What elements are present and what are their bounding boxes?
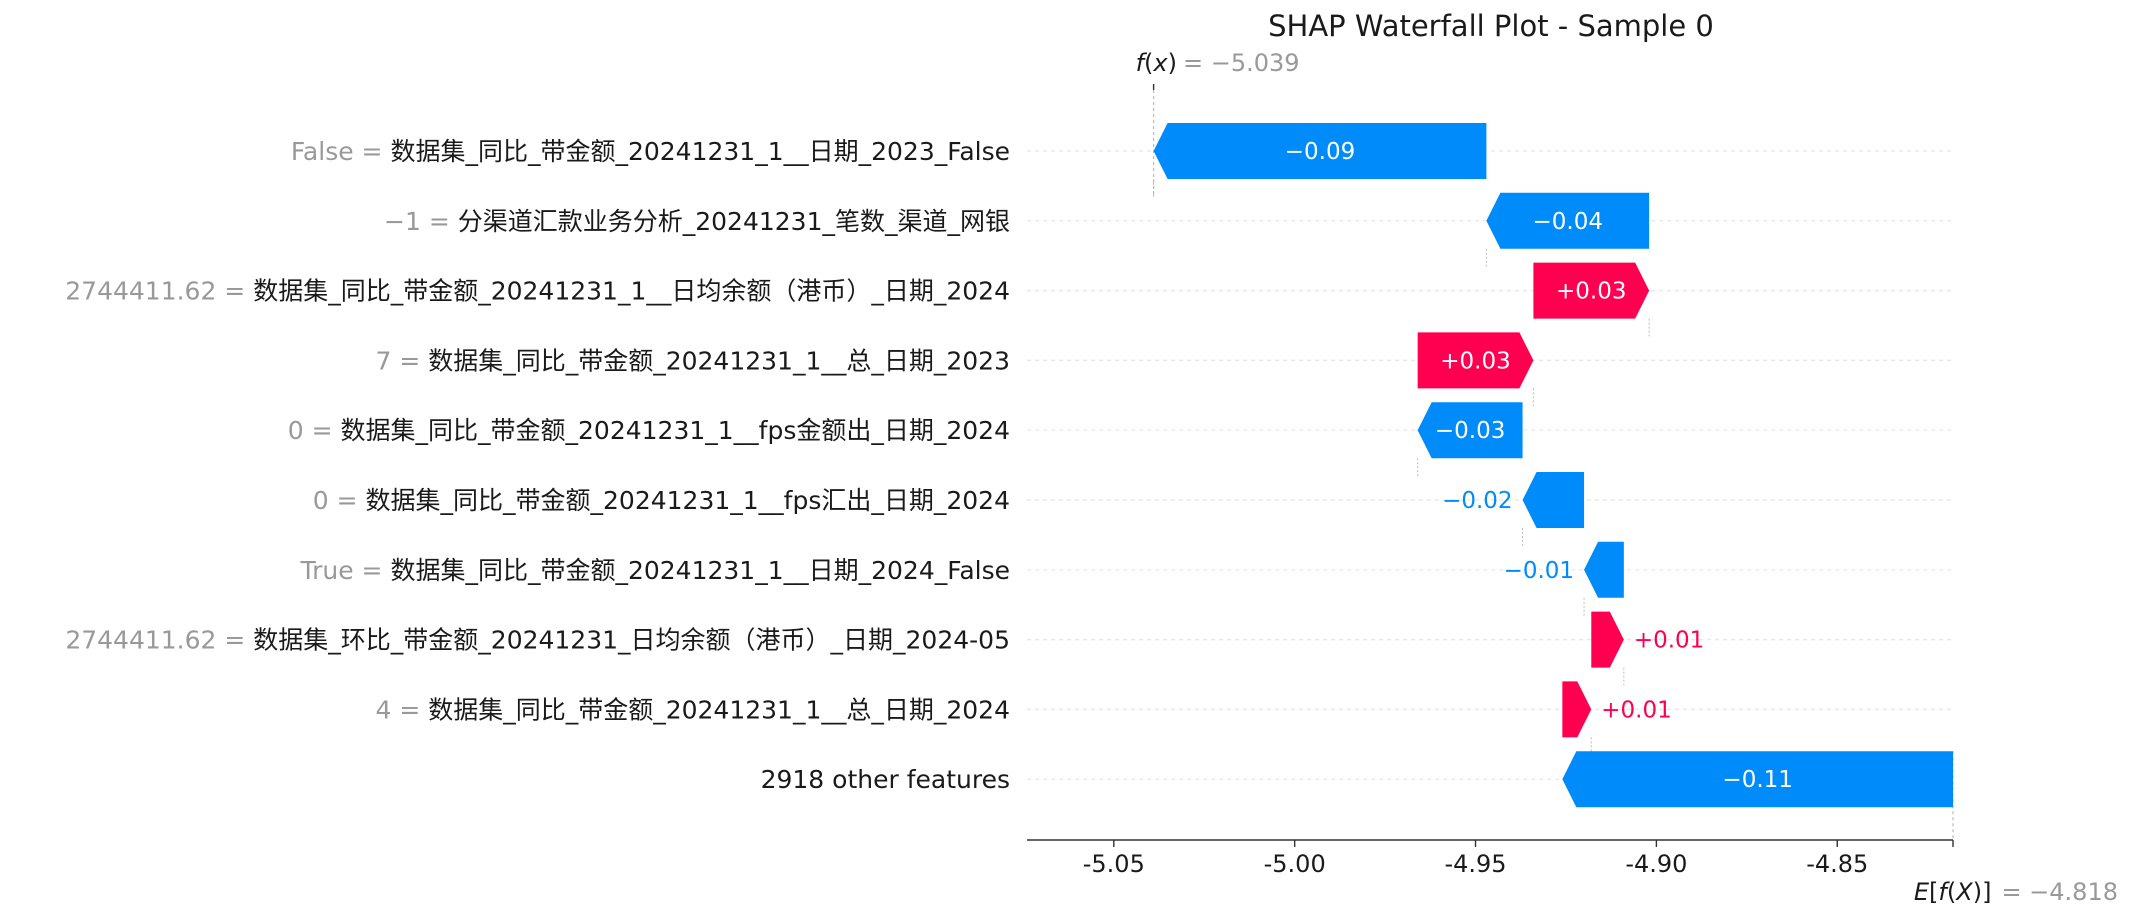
feature-name: 数据集_同比_带金额_20241231_1__日期_2023_False [390, 137, 1010, 166]
waterfall-bar [1417, 332, 1534, 389]
bar-value-label: −0.09 [1285, 139, 1355, 165]
feature-label: 7 = 数据集_同比_带金额_20241231_1__总_日期_2023 [375, 346, 1010, 375]
bar-value-label: −0.02 [1442, 488, 1512, 514]
feature-value: False = [291, 137, 391, 166]
feature-label: False = 数据集_同比_带金额_20241231_1__日期_2023_F… [291, 137, 1010, 166]
waterfall-bar [1584, 541, 1624, 598]
feature-name: 数据集_同比_带金额_20241231_1__日期_2024_False [390, 556, 1010, 585]
fx-label: f(x) = −5.039 [1136, 49, 1300, 77]
waterfall-bar [1533, 262, 1650, 319]
bar-value-label: +0.03 [1440, 348, 1510, 374]
feature-name: 数据集_环比_带金额_20241231_日均余额（港币）_日期_2024-05 [253, 626, 1010, 655]
bar-value-label: +0.03 [1556, 279, 1626, 305]
feature-name: 分渠道汇款业务分析_20241231_笔数_渠道_网银 [458, 207, 1010, 236]
feature-label: True = 数据集_同比_带金额_20241231_1__日期_2024_Fa… [300, 556, 1011, 585]
feature-name: 数据集_同比_带金额_20241231_1__总_日期_2023 [428, 346, 1010, 375]
feature-name: 数据集_同比_带金额_20241231_1__日均余额（港币）_日期_2024 [253, 277, 1010, 306]
feature-value: −1 = [384, 207, 458, 236]
x-tick-label: -4.85 [1806, 850, 1868, 878]
x-tick-label: -5.00 [1264, 850, 1326, 878]
feature-value: 7 = [375, 346, 428, 375]
feature-label: 4 = 数据集_同比_带金额_20241231_1__总_日期_2024 [375, 695, 1010, 724]
waterfall-bar [1417, 402, 1523, 459]
expected-value: = −4.818 [2001, 878, 2118, 906]
bar-value-label: −0.11 [1722, 767, 1792, 793]
feature-label: 0 = 数据集_同比_带金额_20241231_1__fps汇出_日期_2024 [313, 486, 1010, 515]
fx-value: = −5.039 [1183, 49, 1300, 77]
waterfall-bar [1486, 192, 1650, 249]
waterfall-bar [1522, 472, 1585, 528]
waterfall-bar [1591, 611, 1624, 668]
feature-value: 2744411.62 = [65, 277, 253, 306]
bar-value-label: +0.01 [1601, 697, 1671, 723]
feature-name: 2918 other features [761, 765, 1010, 794]
feature-label: 2744411.62 = 数据集_环比_带金额_20241231_日均余额（港币… [65, 626, 1010, 655]
bar-value-label: −0.04 [1533, 209, 1603, 235]
feature-label: 2918 other features [761, 765, 1010, 794]
feature-label: 0 = 数据集_同比_带金额_20241231_1__fps金额出_日期_202… [288, 416, 1010, 445]
feature-name: 数据集_同比_带金额_20241231_1__总_日期_2024 [428, 695, 1010, 724]
waterfall-bar [1153, 123, 1487, 179]
bar-value-label: −0.01 [1504, 558, 1574, 584]
feature-label: −1 = 分渠道汇款业务分析_20241231_笔数_渠道_网银 [384, 207, 1010, 236]
feature-value: 2744411.62 = [65, 626, 253, 655]
waterfall-bar [1562, 751, 1953, 808]
x-tick-label: -4.95 [1444, 850, 1506, 878]
feature-value: 4 = [375, 695, 428, 724]
feature-name: 数据集_同比_带金额_20241231_1__fps金额出_日期_2024 [341, 416, 1010, 445]
waterfall-bar [1562, 681, 1592, 738]
feature-value: 0 = [313, 486, 366, 515]
feature-name: 数据集_同比_带金额_20241231_1__fps汇出_日期_2024 [366, 486, 1010, 515]
feature-label: 2744411.62 = 数据集_同比_带金额_20241231_1__日均余额… [65, 277, 1010, 306]
bar-value-label: −0.03 [1435, 418, 1505, 444]
feature-value: 0 = [288, 416, 341, 445]
chart-title: SHAP Waterfall Plot - Sample 0 [1268, 9, 1714, 43]
bar-value-label: +0.01 [1634, 628, 1704, 654]
feature-value: True = [300, 556, 391, 585]
x-tick-label: -4.90 [1625, 850, 1687, 878]
expected-label: E[f(X)] = −4.818 [1914, 878, 2118, 906]
x-tick-label: -5.05 [1083, 850, 1145, 878]
